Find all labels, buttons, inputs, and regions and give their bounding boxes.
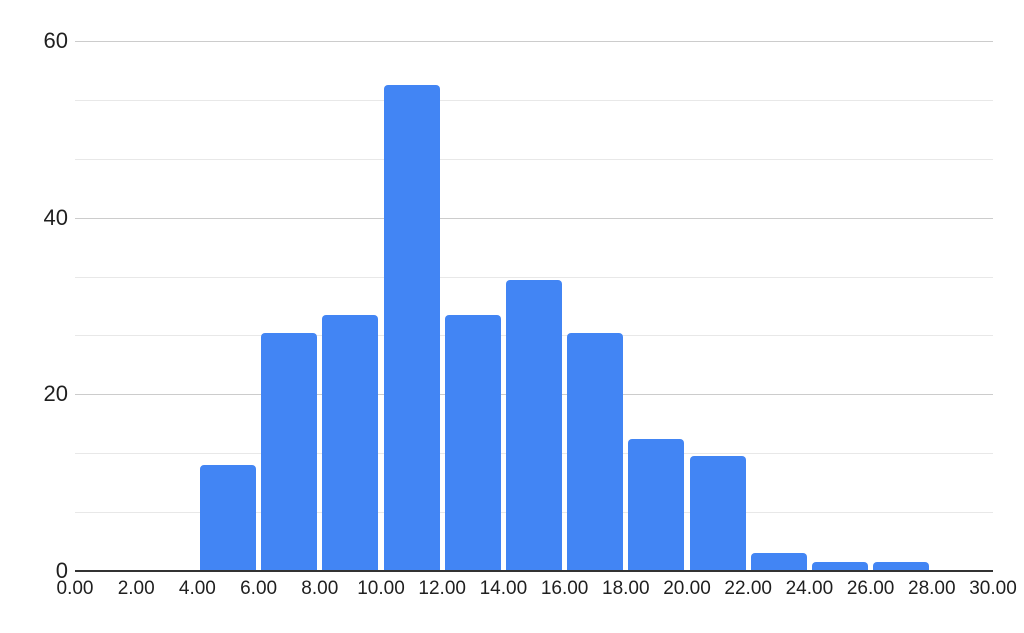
y-axis-tick-label: 0: [55, 558, 68, 583]
x-axis-tick-label: 24.00: [785, 578, 834, 599]
histogram-bar: [383, 85, 440, 571]
y-minor-gridline: [75, 99, 993, 101]
histogram-bar: [261, 332, 318, 571]
x-axis-tick-label: 12.00: [418, 578, 466, 599]
x-axis-tick-label: 28.00: [908, 578, 956, 599]
x-axis-tick-label: 16.00: [540, 578, 589, 599]
histogram-bar: [567, 332, 624, 571]
x-axis-tick-label: 22.00: [724, 578, 772, 599]
y-axis-tick-label: 60: [43, 28, 68, 53]
x-axis-tick-label: 26.00: [846, 578, 895, 599]
y-minor-gridline: [75, 276, 993, 278]
y-major-gridline: [75, 217, 993, 219]
y-major-gridline: [75, 41, 993, 42]
histogram-bar: [444, 314, 501, 571]
y-minor-gridline: [75, 158, 993, 160]
x-axis-tick-label: 30.00: [969, 578, 1017, 599]
histogram-bar: [322, 314, 379, 571]
x-axis-tick-label: 6.00: [240, 578, 278, 599]
x-axis-tick-label: 2.00: [117, 578, 155, 599]
x-axis-line: [75, 570, 993, 572]
y-axis-tick-label: 40: [43, 204, 68, 230]
x-axis-tick-label: 0.00: [56, 578, 94, 599]
histogram-bar: [505, 279, 563, 571]
histogram-bar: [628, 438, 685, 571]
x-axis-tick-label: 18.00: [602, 578, 650, 599]
x-axis-tick-label: 8.00: [301, 578, 339, 599]
x-axis-tick-label: 10.00: [357, 578, 405, 599]
histogram-bar: [199, 465, 257, 571]
x-axis-tick-label: 14.00: [479, 578, 528, 599]
histogram-bar: [811, 562, 869, 571]
histogram-bar: [689, 456, 746, 571]
y-axis-tick-label: 20: [43, 381, 68, 407]
histogram-bar: [750, 553, 807, 571]
histogram-bar: [873, 562, 930, 571]
x-axis-tick-label: 20.00: [663, 578, 711, 599]
x-axis-tick-label: 4.00: [178, 578, 216, 599]
